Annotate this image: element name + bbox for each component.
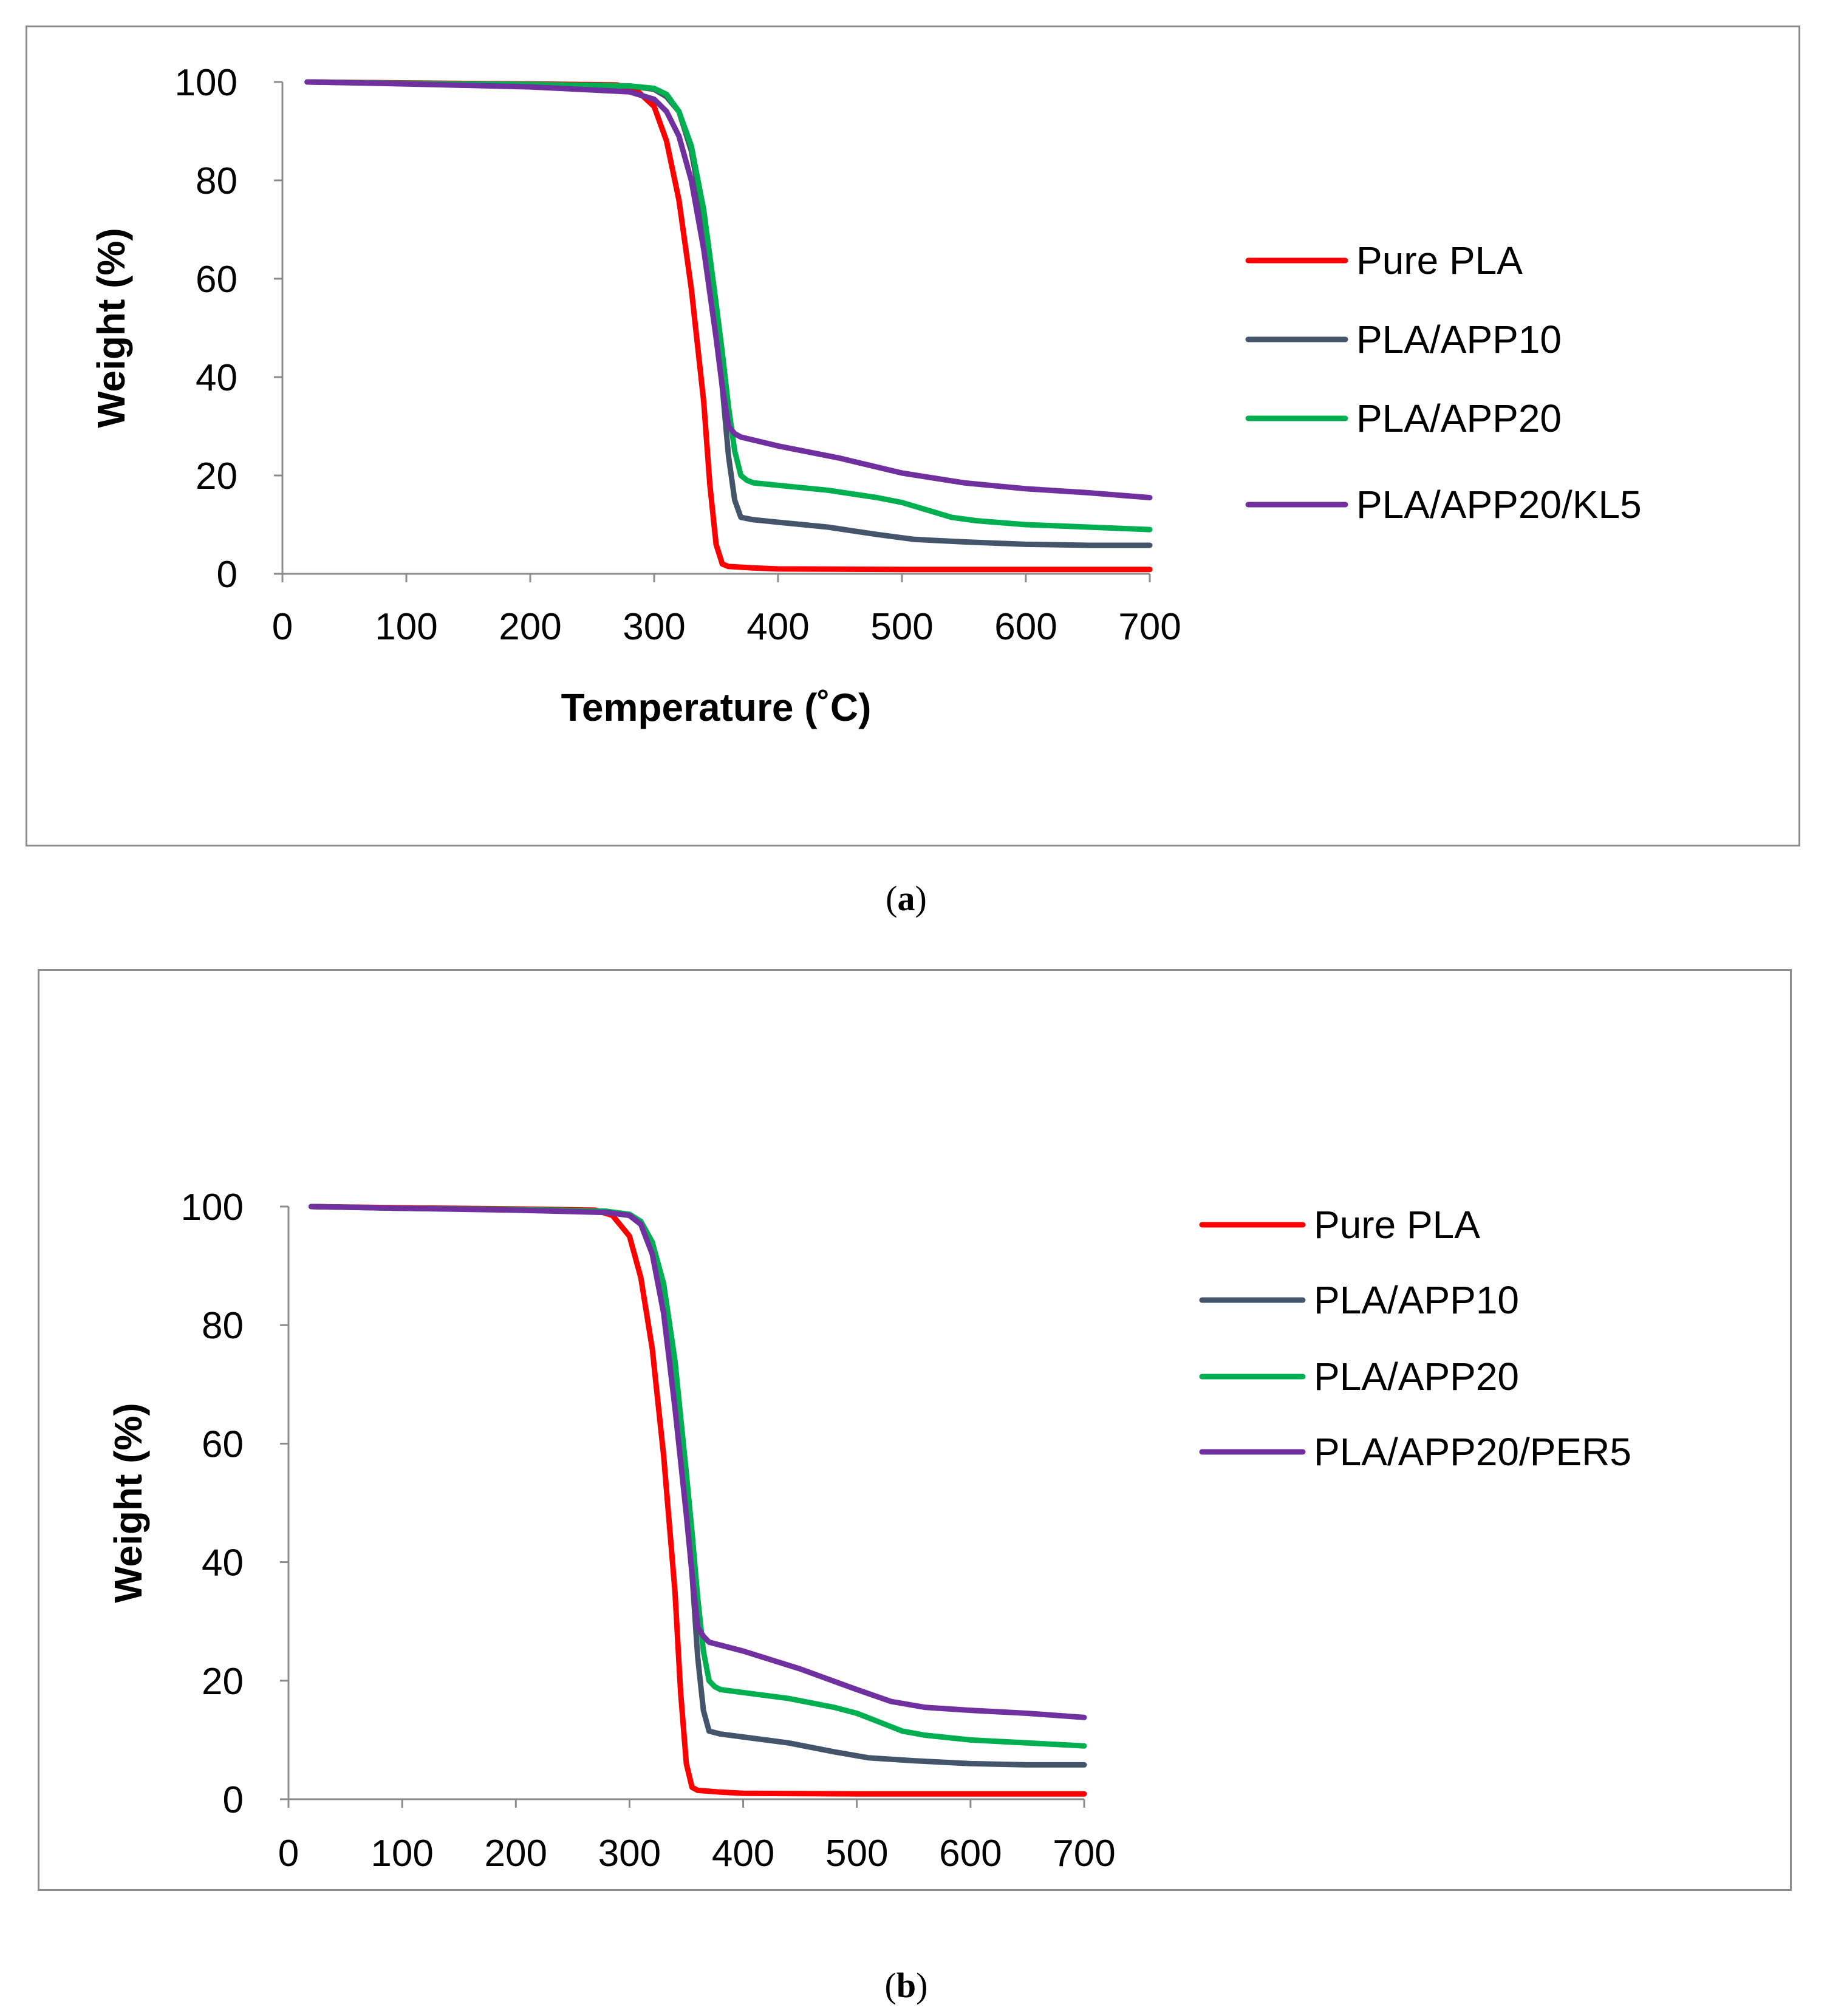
caption-a-open: (: [886, 879, 898, 918]
legend-label: PLA/APP20/KL5: [1356, 483, 1642, 526]
x-tick-label: 0: [278, 1833, 299, 1875]
y-tick-label: 100: [175, 62, 237, 104]
y-tick-label: 20: [202, 1661, 244, 1703]
legend-label: Pure PLA: [1314, 1203, 1480, 1247]
x-tick-label: 600: [994, 606, 1057, 648]
x-tick-label: 300: [598, 1833, 661, 1875]
x-tick-label: 400: [712, 1833, 774, 1875]
x-tick-label: 700: [1053, 1833, 1115, 1875]
x-tick-label: 400: [746, 606, 809, 648]
x-tick-label: 200: [499, 606, 561, 648]
chart-b: 0204060801000100200300400500600700Temper…: [106, 1187, 1631, 1875]
y-tick-label: 20: [196, 455, 237, 497]
series-line-pla-app10: [304, 79, 1153, 548]
y-tick-label: 60: [196, 259, 237, 301]
chart-panel-b: 0204060801000100200300400500600700Temper…: [38, 969, 1792, 1891]
caption-a: (a): [845, 878, 967, 919]
y-axis-title: Weight (%): [106, 1403, 150, 1602]
x-tick-label: 700: [1118, 606, 1181, 648]
y-tick-label: 80: [202, 1305, 244, 1347]
series-line-pure-pla: [308, 1204, 1087, 1797]
series-line-pla-app20-kl5: [304, 79, 1153, 500]
x-tick-label: 100: [371, 1833, 433, 1875]
chart-panel-a: 0 20 40 60 80 100 0 100 200 300 400 500 600 700 Temper…: [26, 26, 1800, 846]
caption-b-letter: b: [896, 1966, 917, 2005]
y-tick-label: 100: [181, 1187, 244, 1228]
series-line-pla-app10: [308, 1204, 1087, 1768]
y-tick-label: 60: [202, 1423, 244, 1465]
y-tick-label: 80: [196, 160, 237, 202]
x-tick-label: 0: [272, 606, 293, 648]
caption-b-close: ): [916, 1966, 928, 2005]
caption-a-close: ): [915, 879, 927, 918]
legend-label: PLA/APP10: [1314, 1278, 1519, 1322]
x-tick-label: 200: [485, 1833, 547, 1875]
x-tick-label: 100: [375, 606, 437, 648]
legend-label: PLA/APP20: [1356, 397, 1562, 440]
y-tick-label: 40: [202, 1542, 244, 1584]
legend-label: PLA/APP10: [1356, 318, 1562, 361]
caption-a-letter: a: [897, 879, 915, 918]
x-tick-label: 500: [870, 606, 933, 648]
legend-label: PLA/APP20/PER5: [1314, 1430, 1631, 1474]
caption-b: (b): [845, 1965, 967, 2006]
x-axis-title: Temperature (˚C): [561, 686, 872, 729]
caption-b-open: (: [884, 1966, 896, 2005]
series-line-pure-pla: [304, 79, 1153, 573]
series-line-pla-app20: [304, 79, 1153, 533]
chart-a: 0 20 40 60 80 100 0 100 200 300 400 500 600 700 Temper…: [89, 62, 1642, 729]
x-tick-label: 600: [939, 1833, 1002, 1875]
y-axis-title: Weight (%): [89, 228, 133, 427]
legend-label: Pure PLA: [1356, 239, 1523, 282]
y-tick-label: 40: [196, 357, 237, 399]
legend-label: PLA/APP20: [1314, 1355, 1519, 1398]
y-tick-label: 0: [223, 1779, 244, 1821]
y-tick-label: 0: [217, 554, 237, 596]
series-line-pla-app20-per5: [308, 1204, 1087, 1720]
x-tick-label: 300: [623, 606, 685, 648]
x-tick-label: 500: [825, 1833, 888, 1875]
